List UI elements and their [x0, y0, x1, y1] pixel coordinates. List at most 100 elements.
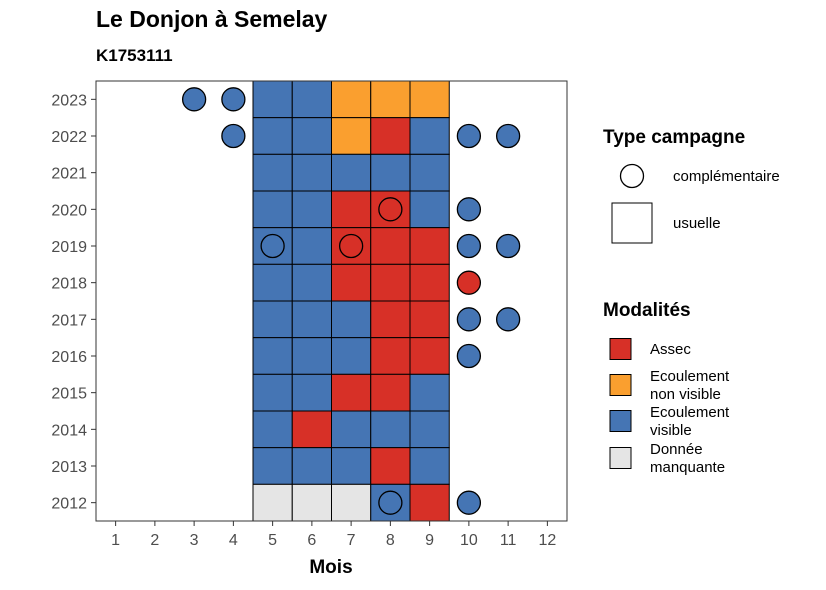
x-tick-label-2: 2	[150, 532, 159, 549]
cell-2013-7	[331, 447, 372, 485]
y-tick-label-2022: 2022	[51, 129, 87, 146]
cell-2016-8	[370, 337, 411, 375]
cell-2022-5	[252, 117, 293, 155]
cell-2013-5	[252, 447, 293, 485]
legend-modalite-key-ecoulement-non-visible	[609, 374, 632, 396]
y-tick-label-2016: 2016	[51, 349, 87, 366]
cell-2015-8	[370, 373, 411, 412]
chart-subtitle: K1753111	[96, 46, 173, 65]
cell-2023-6	[291, 80, 332, 119]
cell-2017-6	[291, 300, 332, 339]
cell-2017-7	[331, 300, 372, 339]
point-2016-10	[456, 343, 482, 369]
x-tick-label-7: 7	[347, 532, 356, 549]
legend-modalite-key-donnee-manquante	[609, 447, 632, 469]
cell-2014-5	[252, 410, 293, 449]
cell-2012-9	[409, 483, 450, 522]
cell-2018-5	[252, 263, 293, 302]
legend-modalite-label-assec: Assec	[650, 341, 691, 358]
cell-2020-7	[331, 190, 372, 229]
point-2012-10	[456, 490, 482, 515]
point-2023-3	[181, 87, 207, 112]
y-tick-label-2012: 2012	[51, 496, 87, 513]
point-2022-11	[495, 123, 521, 149]
cell-2018-6	[291, 263, 332, 302]
cell-2022-8	[370, 117, 411, 155]
chart-title: Le Donjon à Semelay	[96, 6, 328, 32]
y-tick-label-2020: 2020	[51, 202, 87, 219]
point-2022-4	[221, 123, 246, 149]
cell-2013-9	[409, 447, 450, 485]
cell-2020-9	[409, 190, 450, 229]
x-tick-label-6: 6	[307, 532, 316, 549]
point-2022-10	[456, 123, 482, 149]
cell-2014-6	[291, 410, 332, 449]
cell-2020-6	[291, 190, 332, 229]
point-2017-10	[456, 307, 482, 332]
cell-2021-8	[370, 153, 411, 192]
cell-2023-7	[331, 80, 372, 119]
cells-layer	[252, 80, 450, 522]
legend-modalite-key-ecoulement-visible	[609, 410, 632, 432]
cell-2022-7	[331, 117, 372, 155]
legend-modalite-label-ecoulement-non-visible: Ecoulement non visible	[650, 368, 730, 403]
cell-2023-5	[252, 80, 293, 119]
cell-2019-8	[370, 227, 411, 265]
cell-2022-6	[291, 117, 332, 155]
cell-2018-9	[409, 263, 450, 302]
x-tick-label-5: 5	[268, 532, 277, 549]
cell-2013-6	[291, 447, 332, 485]
cell-2016-5	[252, 337, 293, 375]
cell-2017-9	[409, 300, 450, 339]
cell-2015-5	[252, 373, 293, 412]
point-2017-11	[495, 307, 521, 332]
point-2019-7	[338, 233, 364, 259]
y-tick-label-2014: 2014	[51, 422, 87, 439]
point-2019-10	[456, 233, 482, 259]
cell-2021-5	[252, 153, 293, 192]
x-tick-label-9: 9	[425, 532, 434, 549]
cell-2012-6	[291, 483, 332, 522]
x-tick-label-1: 1	[111, 532, 120, 549]
cell-2020-5	[252, 190, 293, 229]
x-tick-label-12: 12	[538, 532, 556, 549]
cell-2015-9	[409, 373, 450, 412]
point-2020-10	[456, 197, 482, 222]
cell-2023-8	[370, 80, 411, 119]
y-axis: 2012 2013 2014 2015 2016 2017 2018 2019 2020 2021…	[51, 92, 96, 513]
legend-type-key-usuelle	[611, 202, 653, 244]
y-tick-label-2019: 2019	[51, 239, 87, 256]
cell-2012-7	[331, 483, 372, 522]
legend-type-title: Type campagne	[603, 127, 745, 148]
cell-2017-5	[252, 300, 293, 339]
cell-2018-8	[370, 263, 411, 302]
cell-2016-7	[331, 337, 372, 375]
legend-modalite-label-ecoulement-visible: Ecoulement visible	[650, 404, 730, 439]
y-tick-label-2013: 2013	[51, 459, 87, 476]
legend: Type campagne complémentaire usuelle Modali…	[603, 127, 780, 476]
cell-2021-9	[409, 153, 450, 192]
legend-modalite-key-assec	[609, 338, 632, 360]
cell-2018-7	[331, 263, 372, 302]
point-2018-10	[456, 270, 482, 295]
x-tick-label-11: 11	[500, 532, 517, 549]
legend-type-key-complementaire	[619, 163, 645, 189]
x-tick-label-3: 3	[190, 532, 199, 549]
cell-2017-8	[370, 300, 411, 339]
cell-2022-9	[409, 117, 450, 155]
y-tick-label-2017: 2017	[51, 312, 87, 329]
cell-2016-9	[409, 337, 450, 375]
legend-type-label-usuelle: usuelle	[673, 215, 721, 232]
cell-2019-6	[291, 227, 332, 265]
y-tick-label-2018: 2018	[51, 276, 87, 293]
point-2019-11	[495, 233, 521, 259]
points-layer	[181, 87, 521, 515]
cell-2014-7	[331, 410, 372, 449]
y-tick-label-2023: 2023	[51, 92, 87, 109]
cell-2015-6	[291, 373, 332, 412]
x-axis-title: Mois	[309, 557, 352, 578]
point-2023-4	[221, 87, 246, 112]
cell-2013-8	[370, 447, 411, 485]
y-tick-label-2021: 2021	[51, 166, 87, 183]
